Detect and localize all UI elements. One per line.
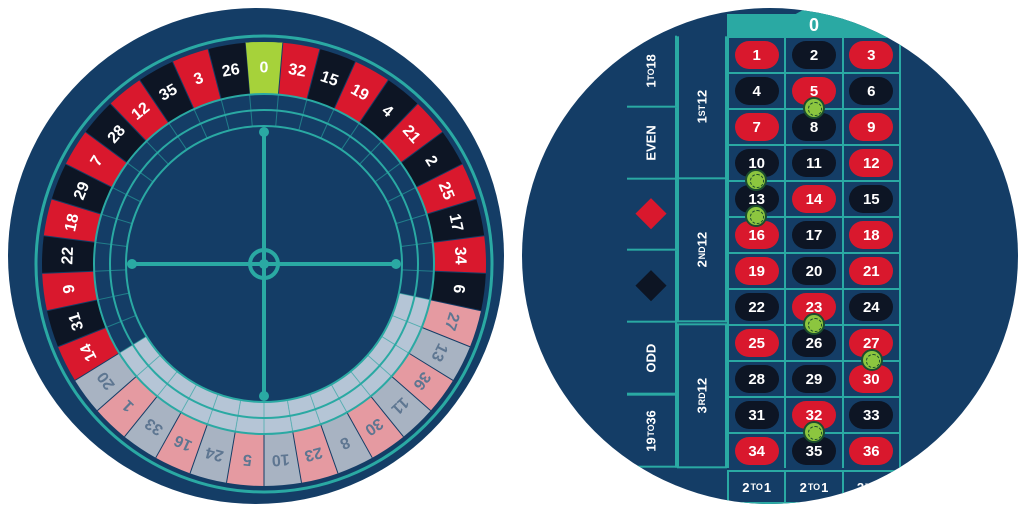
number-pill: 17 [792,221,836,249]
two-to-one-cell[interactable]: 2TO1 [784,470,841,504]
bet-cell-19[interactable]: 19 [727,254,784,288]
number-pill: 24 [849,293,893,321]
red-diamond-icon [635,199,666,230]
outside-column: 1 TO 18EVEN ODD19 TO 36 [627,36,677,468]
number-pill: 2 [792,41,836,69]
bet-cell-36[interactable]: 36 [842,434,901,468]
number-pill: 18 [849,221,893,249]
outside-cell[interactable] [627,179,677,251]
dozen-cell[interactable]: 2ND 12 [677,179,727,322]
bet-cell-18[interactable]: 18 [842,218,901,252]
number-pill: 34 [735,437,779,465]
number-pill: 25 [735,329,779,357]
number-pill: 20 [792,257,836,285]
number-pill: 7 [735,113,779,141]
number-pill: 4 [735,77,779,105]
outside-cell[interactable]: EVEN [627,108,677,180]
chip-icon[interactable] [745,169,767,191]
svg-text:0: 0 [260,60,269,77]
svg-text:10: 10 [271,450,290,468]
bet-cell-33[interactable]: 33 [842,398,901,432]
bet-cell-24[interactable]: 24 [842,290,901,324]
chip-icon[interactable] [861,349,883,371]
number-pill: 31 [735,401,779,429]
number-pill: 22 [735,293,779,321]
number-pill: 14 [792,185,836,213]
bet-cell-22[interactable]: 22 [727,290,784,324]
bet-cell-11[interactable]: 11 [784,146,841,180]
table-background: 0 12345678910111213141516171819202122232… [522,8,1018,504]
bet-cell-15[interactable]: 15 [842,182,901,216]
number-pill: 29 [792,365,836,393]
outside-cell[interactable]: 1 TO 18 [627,36,677,108]
bet-cell-1[interactable]: 1 [727,38,784,72]
number-pill: 36 [849,437,893,465]
bet-cell-4[interactable]: 4 [727,74,784,108]
two-to-one-row: 2TO12TO12TO1 [727,470,901,504]
bet-cell-25[interactable]: 25 [727,326,784,360]
number-pill: 9 [849,113,893,141]
dozens-column: 1ST 122ND 123RD 12 [677,36,727,468]
black-diamond-icon [635,270,666,301]
bet-cell-20[interactable]: 20 [784,254,841,288]
bet-cell-12[interactable]: 12 [842,146,901,180]
number-pill: 15 [849,185,893,213]
bet-cell-6[interactable]: 6 [842,74,901,108]
svg-text:32: 32 [287,61,308,81]
roulette-wheel: 0321519421225173462713361130823105241633… [8,8,520,520]
outside-cell[interactable]: 19 TO 36 [627,394,677,468]
chip-icon[interactable] [803,313,825,335]
number-pill: 19 [735,257,779,285]
number-pill: 3 [849,41,893,69]
bet-cell-3[interactable]: 3 [842,38,901,72]
number-grid: 1234567891011121314151617181920212223242… [727,36,901,468]
svg-text:26: 26 [221,61,242,81]
dozen-cell[interactable]: 3RD 12 [677,323,727,468]
outside-cell[interactable] [627,251,677,323]
svg-text:34: 34 [451,246,469,265]
number-pill: 21 [849,257,893,285]
bet-cell-28[interactable]: 28 [727,362,784,396]
svg-text:22: 22 [59,246,77,265]
bet-cell-2[interactable]: 2 [784,38,841,72]
number-pill: 11 [792,149,836,177]
chip-icon[interactable] [803,421,825,443]
dozen-cell[interactable]: 1ST 12 [677,36,727,179]
chip-icon[interactable] [745,205,767,227]
two-to-one-cell[interactable]: 2TO1 [727,470,784,504]
number-pill: 28 [735,365,779,393]
number-pill: 12 [849,149,893,177]
zero-label: 0 [727,14,901,36]
two-to-one-cell[interactable]: 2TO1 [842,470,901,504]
number-pill: 33 [849,401,893,429]
bet-cell-21[interactable]: 21 [842,254,901,288]
number-pill: 1 [735,41,779,69]
number-pill: 6 [849,77,893,105]
zero-slot[interactable]: 0 [727,8,901,32]
bet-cell-34[interactable]: 34 [727,434,784,468]
bet-cell-14[interactable]: 14 [784,182,841,216]
bet-cell-29[interactable]: 29 [784,362,841,396]
bet-cell-7[interactable]: 7 [727,110,784,144]
bet-cell-9[interactable]: 9 [842,110,901,144]
outside-cell[interactable]: ODD [627,323,677,395]
bet-cell-17[interactable]: 17 [784,218,841,252]
bet-cell-31[interactable]: 31 [727,398,784,432]
svg-text:5: 5 [242,450,252,468]
chip-icon[interactable] [803,97,825,119]
